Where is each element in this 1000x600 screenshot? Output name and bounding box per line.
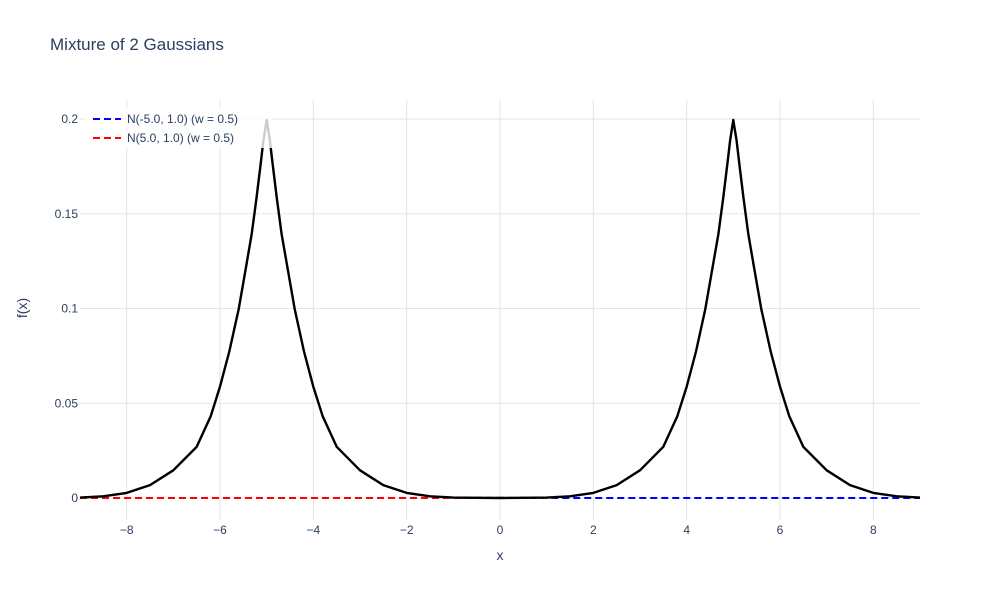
legend-item-1[interactable]: N(-5.0, 1.0) (w = 0.5) (93, 112, 238, 126)
x-tick-label: 0 (497, 523, 504, 537)
legend-label-2: N(5.0, 1.0) (w = 0.5) (127, 131, 234, 145)
x-tick-label: 2 (590, 523, 597, 537)
chart-title: Mixture of 2 Gaussians (50, 35, 224, 54)
series-line-mixture[interactable] (79, 118, 921, 500)
x-tick-labels: −8 −6 −4 −2 0 2 4 6 8 (120, 523, 877, 537)
x-tick-label: 6 (777, 523, 784, 537)
y-tick-label: 0.15 (55, 207, 79, 221)
x-gridlines (126, 100, 874, 520)
x-tick-label: −2 (400, 523, 414, 537)
x-tick-label: 8 (870, 523, 877, 537)
y-tick-label: 0.2 (61, 112, 78, 126)
legend-label-1: N(-5.0, 1.0) (w = 0.5) (127, 112, 238, 126)
legend-item-2[interactable]: N(5.0, 1.0) (w = 0.5) (93, 131, 234, 145)
y-tick-label: 0 (71, 491, 78, 505)
legend: N(-5.0, 1.0) (w = 0.5) N(5.0, 1.0) (w = … (85, 108, 273, 148)
x-axis-title: x (497, 547, 504, 563)
y-axis-title: f(x) (14, 298, 30, 318)
x-tick-label: −8 (120, 523, 134, 537)
y-tick-label: 0.1 (61, 302, 78, 316)
x-tick-label: −6 (213, 523, 227, 537)
legend-background (85, 108, 273, 148)
y-tick-labels: 0 0.05 0.1 0.15 0.2 (55, 112, 79, 505)
x-tick-label: −4 (306, 523, 320, 537)
y-tick-label: 0.05 (55, 396, 79, 410)
x-tick-label: 4 (683, 523, 690, 537)
